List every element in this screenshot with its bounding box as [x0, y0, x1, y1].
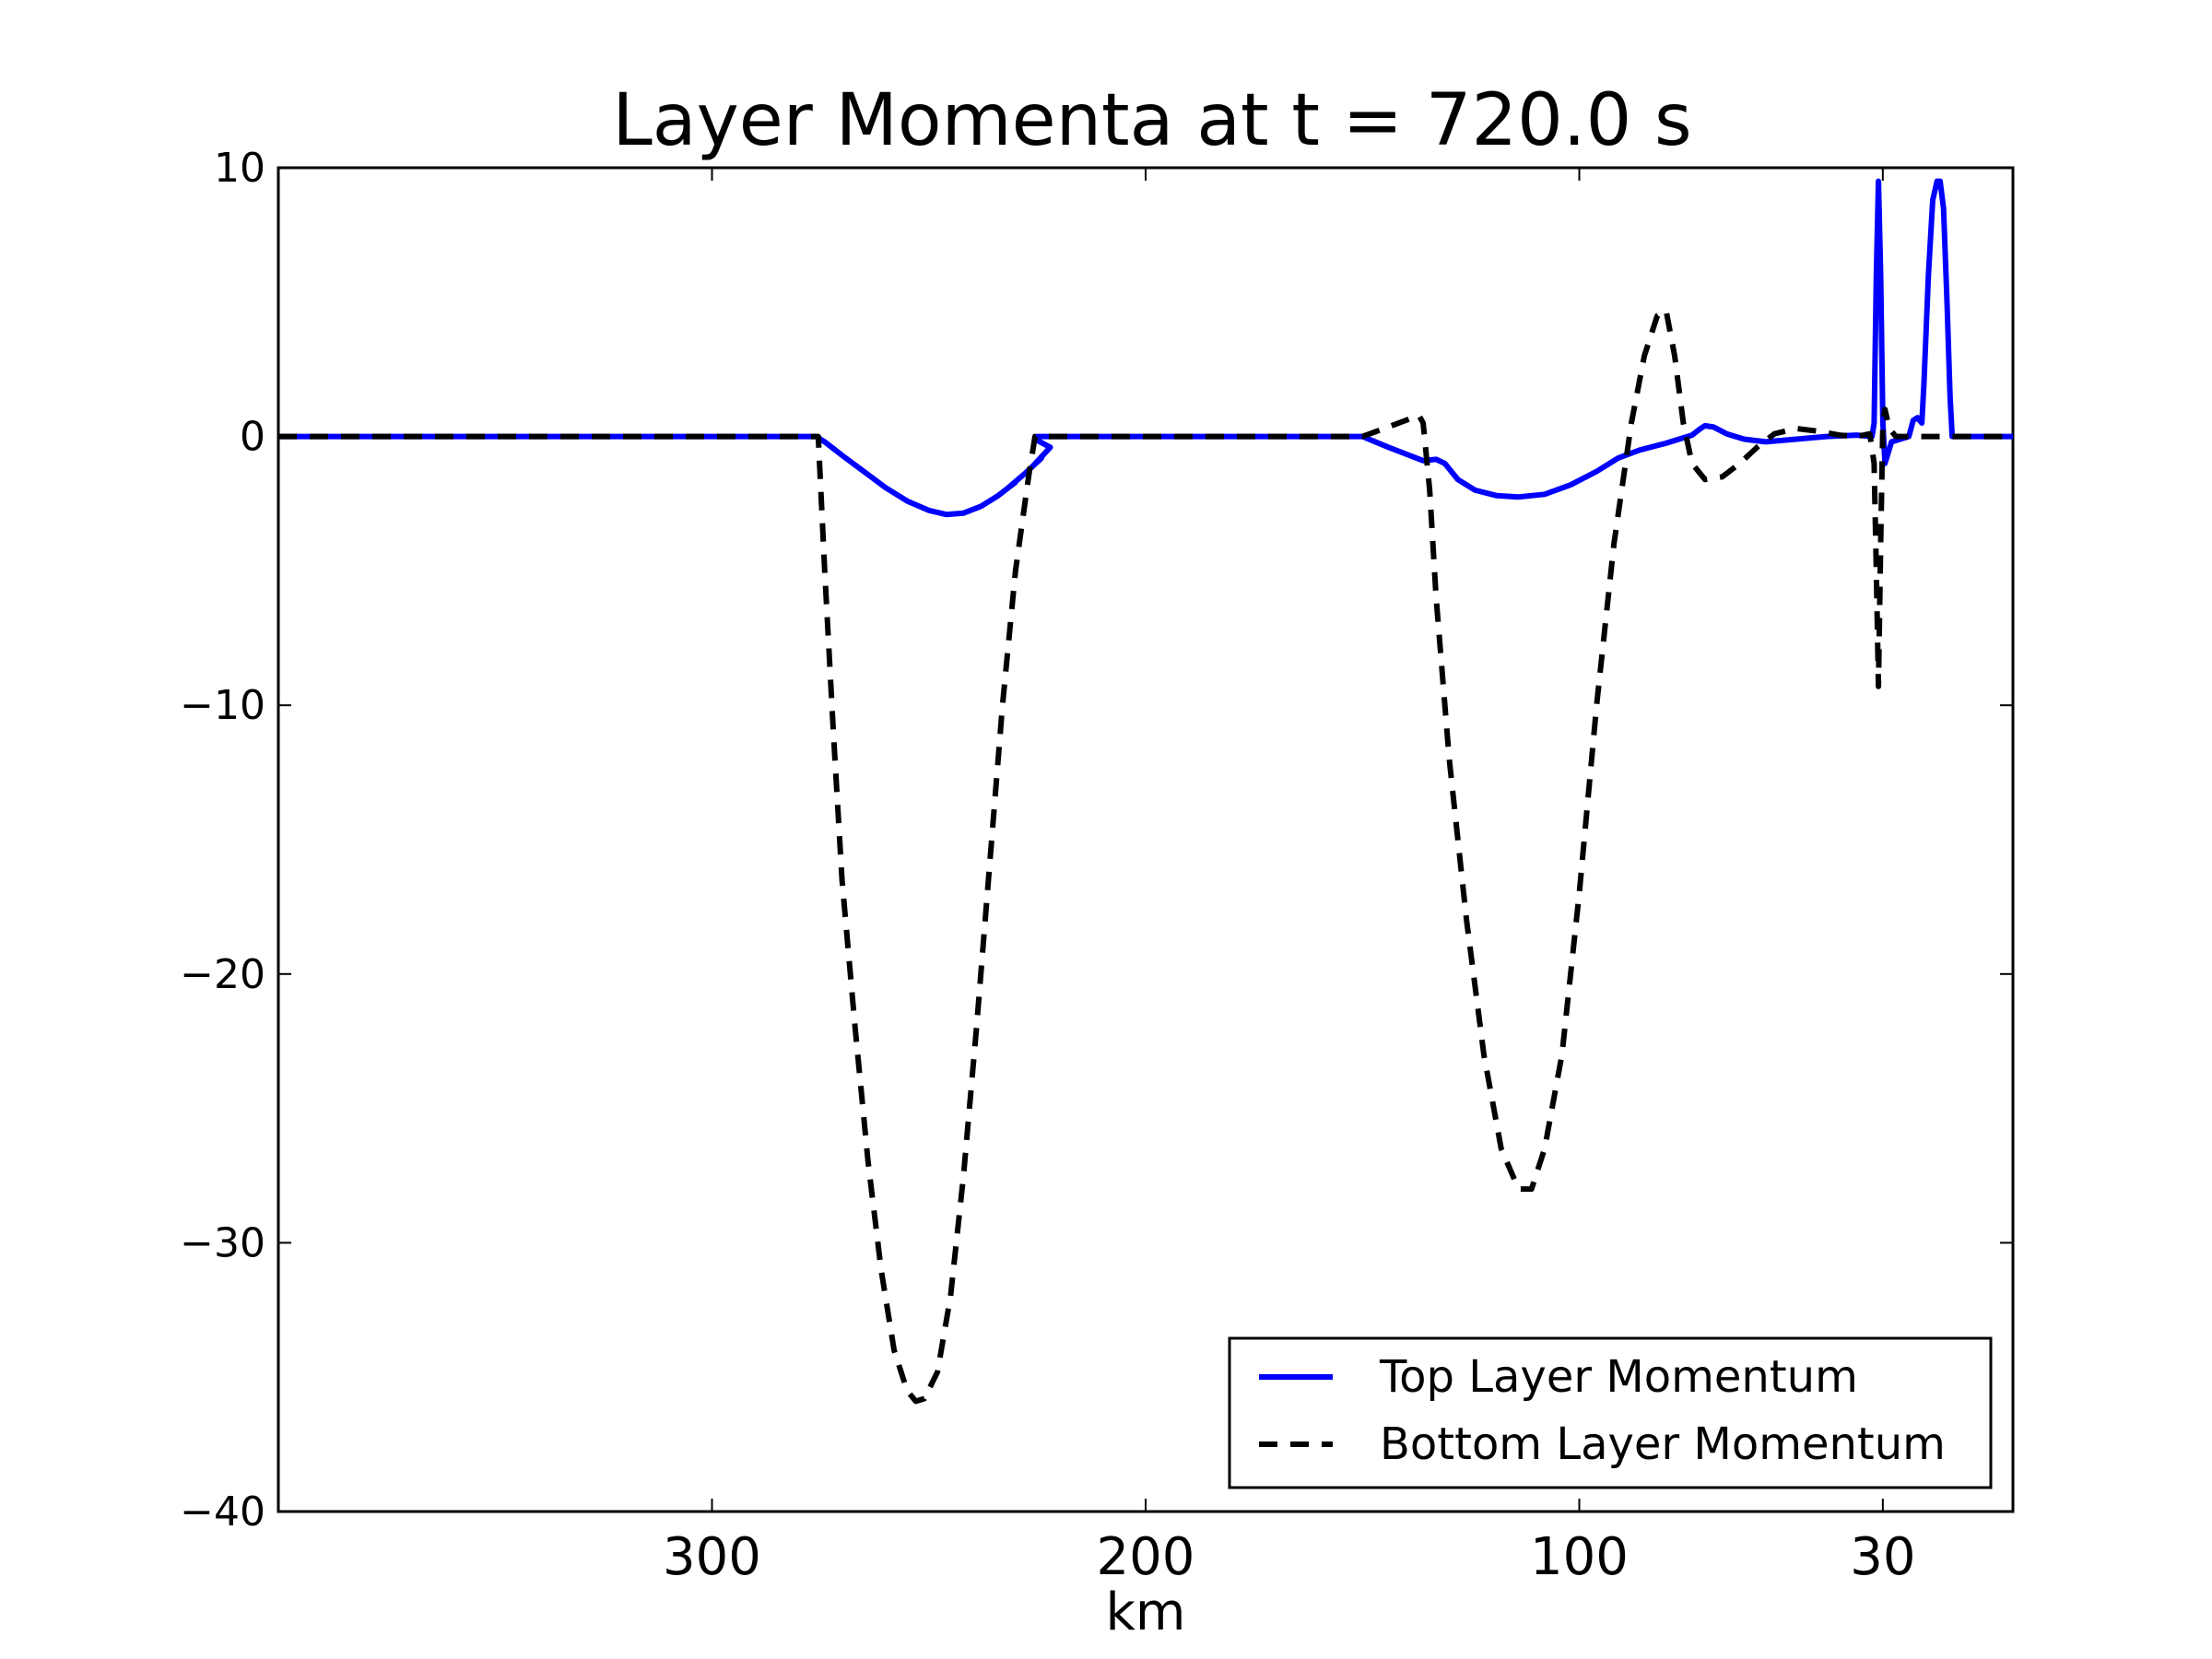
x-tick-label: 30	[1850, 1527, 1915, 1587]
legend-label-top-layer: Top Layer Momentum	[1379, 1351, 1858, 1403]
x-tick-labels: 300 200 100 30	[663, 1527, 1915, 1587]
axes	[276, 166, 2015, 1513]
y-tick-label: 0	[240, 414, 265, 461]
y-tick-label: −40	[180, 1488, 265, 1535]
tick-marks	[278, 167, 2013, 1512]
chart-title: Layer Momenta at t = 720.0 s	[612, 79, 1691, 162]
legend-label-bottom-layer: Bottom Layer Momentum	[1380, 1418, 1946, 1470]
plot-frame	[276, 166, 2015, 1513]
x-axis-label: km	[1106, 1583, 1186, 1642]
y-tick-label: 10	[214, 145, 265, 192]
y-tick-label: −20	[180, 951, 265, 998]
y-tick-labels: 10 0 −10 −20 −30 −40	[180, 145, 265, 1535]
y-tick-label: −10	[180, 682, 265, 729]
x-tick-label: 300	[663, 1527, 761, 1587]
x-tick-label: 200	[1097, 1527, 1195, 1587]
y-tick-label: −30	[180, 1219, 265, 1266]
series-lines	[278, 178, 2013, 1405]
series-line-top-layer	[278, 178, 2013, 518]
legend-box	[1228, 1336, 1993, 1489]
legend: Top Layer Momentum Bottom Layer Momentum	[1228, 1336, 1993, 1489]
series-line-bottom-layer	[278, 307, 2013, 1405]
x-tick-label: 100	[1530, 1527, 1629, 1587]
